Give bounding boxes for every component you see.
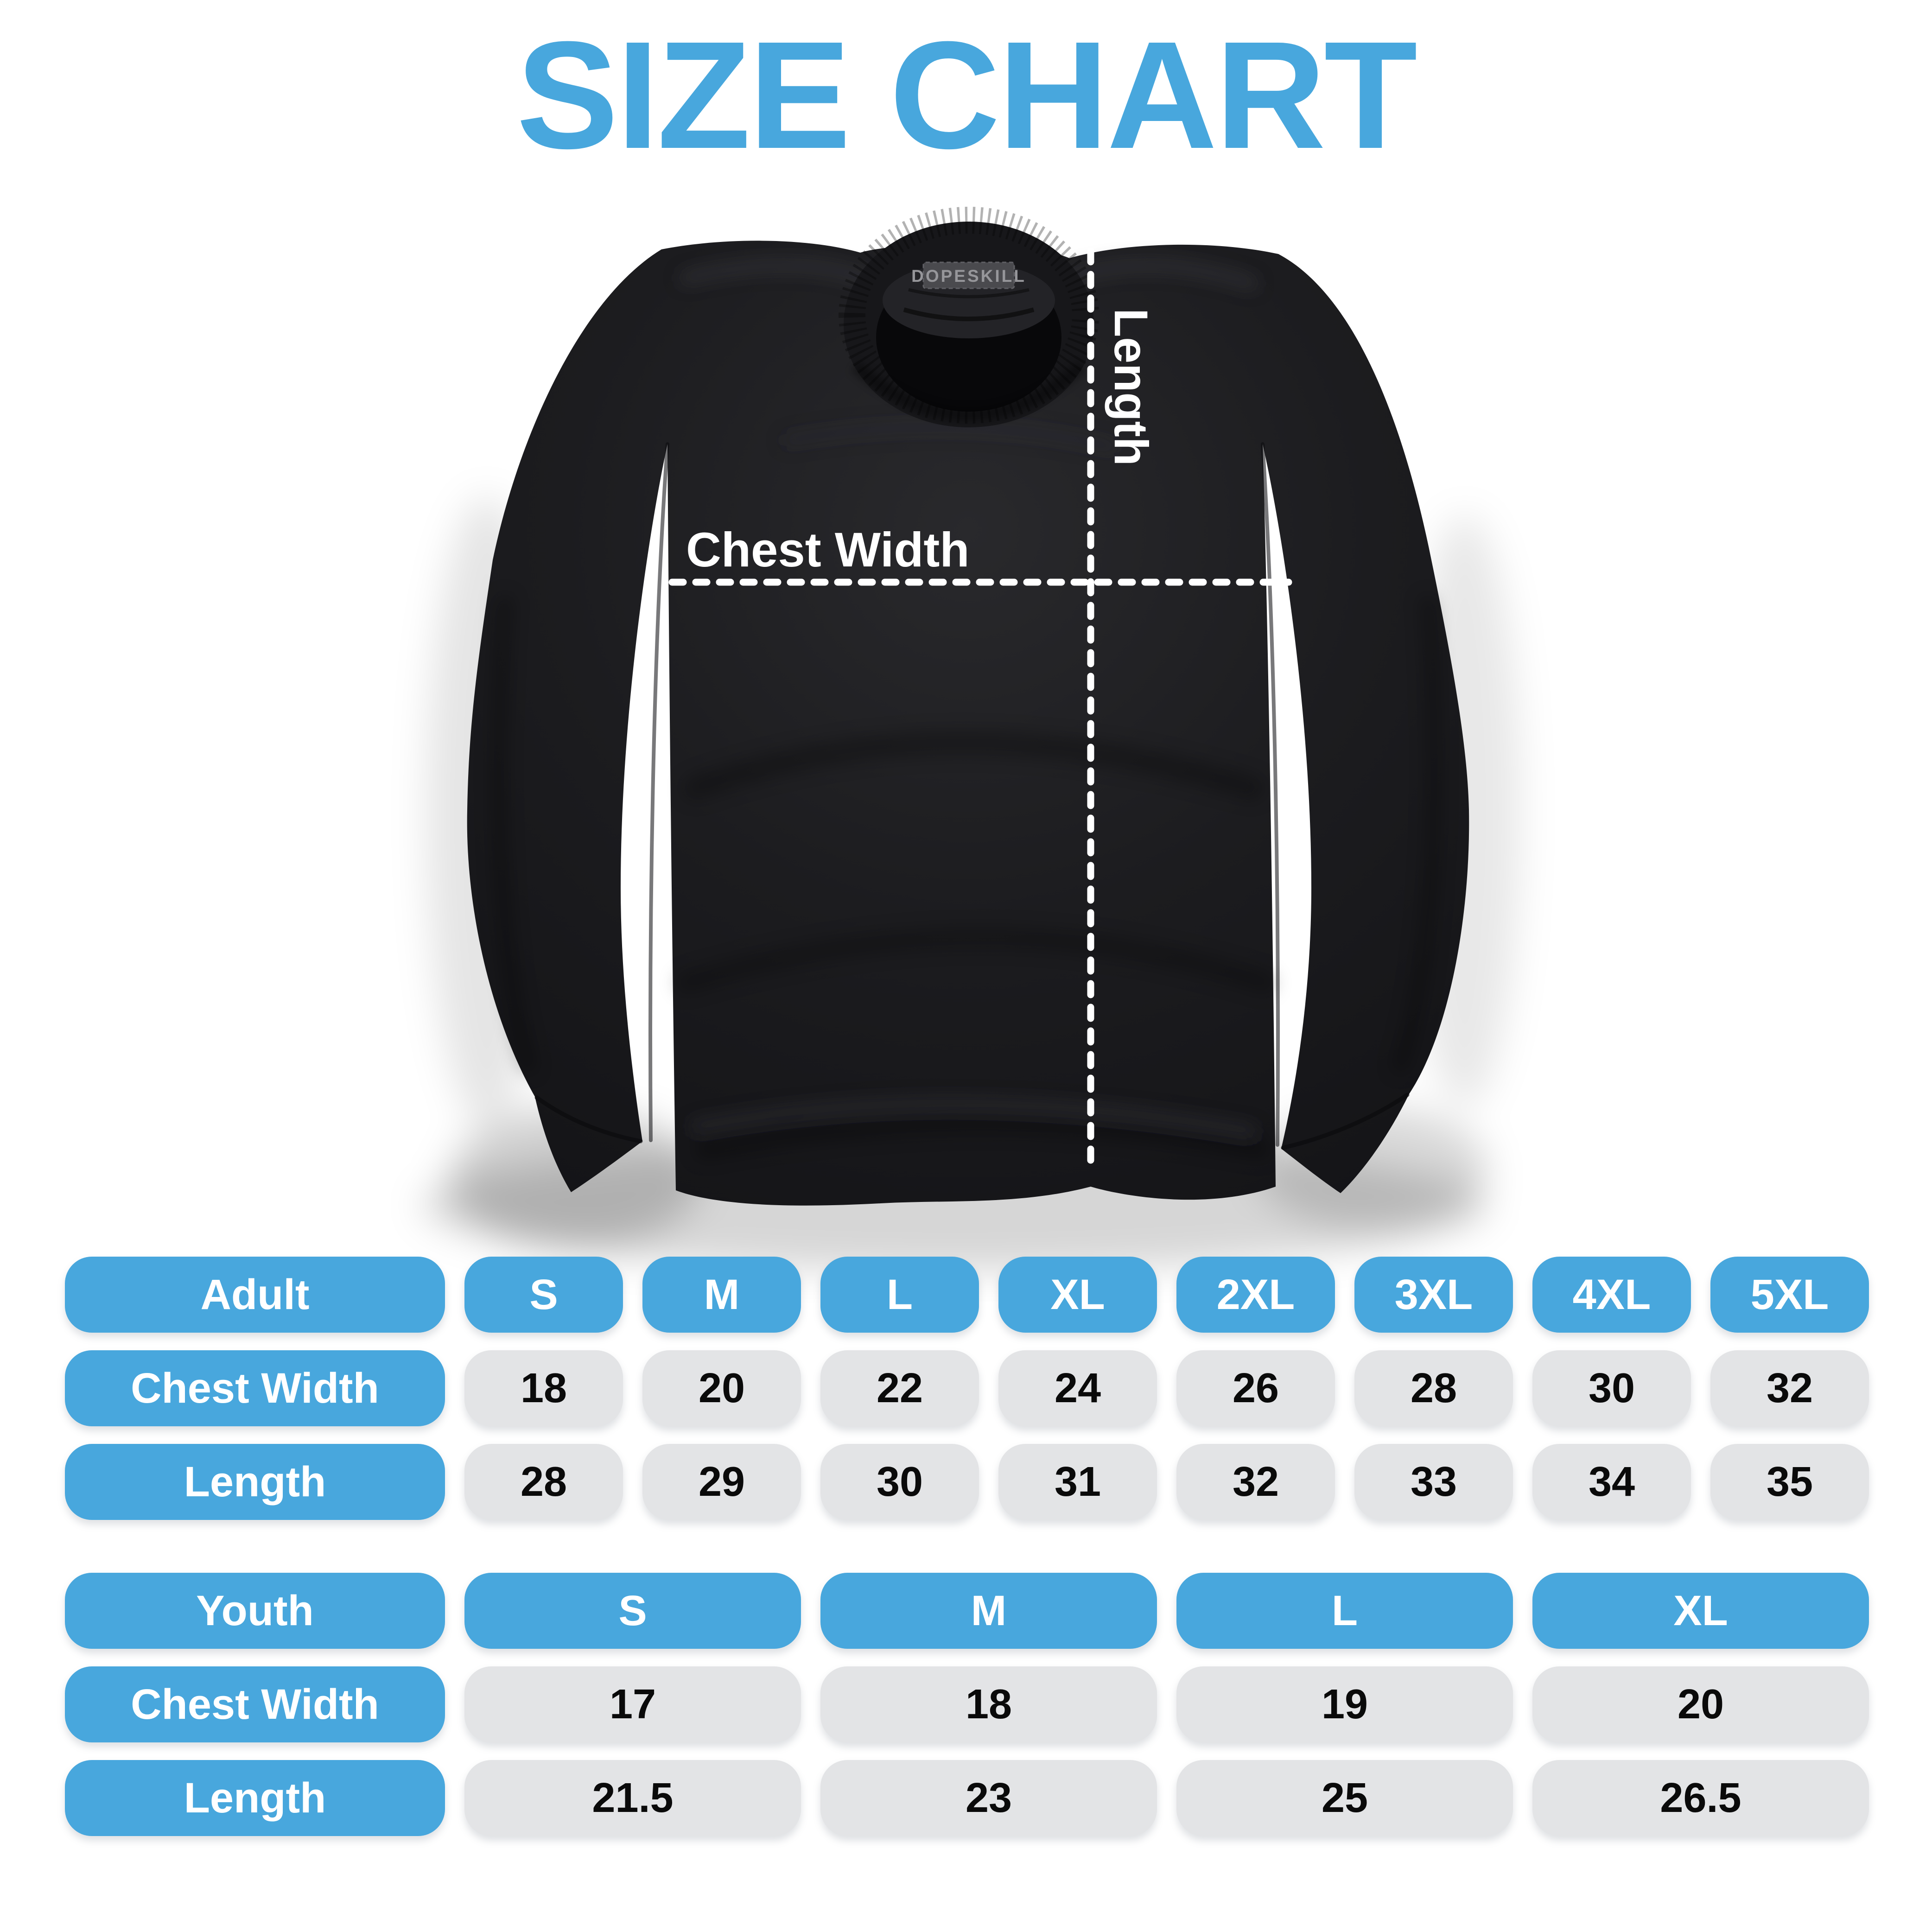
length-guide-label: Length — [1105, 308, 1157, 466]
adult-size-pill-2xl: 2XL — [1176, 1257, 1335, 1333]
adult-chest-width-value: 18 — [464, 1350, 623, 1426]
adult-length-value: 30 — [820, 1444, 979, 1520]
measurement-guides — [668, 223, 1292, 1176]
youth-chest-width-value: 18 — [820, 1666, 1157, 1742]
adult-length-value: 31 — [998, 1444, 1157, 1520]
youth-size-table: Youth S M L XL Chest Width 17 18 19 20 L… — [65, 1573, 1869, 1836]
adult-chest-width-value: 28 — [1354, 1350, 1513, 1426]
youth-length-value: 23 — [820, 1760, 1157, 1836]
fabric-folds — [492, 259, 1441, 1159]
youth-length-value: 21.5 — [464, 1760, 801, 1836]
adult-length-label: Length — [65, 1444, 445, 1520]
adult-size-pill-5xl: 5XL — [1710, 1257, 1869, 1333]
brand-tag-label: DOPESKILL — [911, 267, 1026, 286]
adult-length-value: 35 — [1710, 1444, 1869, 1520]
youth-length-label: Length — [65, 1760, 445, 1836]
adult-category-pill: Adult — [65, 1257, 445, 1333]
youth-chest-width-label: Chest Width — [65, 1666, 445, 1742]
youth-chest-width-value: 19 — [1176, 1666, 1513, 1742]
youth-size-pill-l: L — [1176, 1573, 1513, 1649]
adult-size-pill-4xl: 4XL — [1532, 1257, 1691, 1333]
adult-length-value: 33 — [1354, 1444, 1513, 1520]
youth-length-value: 26.5 — [1532, 1760, 1869, 1836]
adult-chest-width-value: 20 — [642, 1350, 801, 1426]
adult-chest-width-value: 22 — [820, 1350, 979, 1426]
adult-size-pill-3xl: 3XL — [1354, 1257, 1513, 1333]
adult-chest-width-value: 32 — [1710, 1350, 1869, 1426]
adult-size-table: Adult S M L XL 2XL 3XL 4XL 5XL Chest Wid… — [65, 1257, 1869, 1520]
chest-width-guide-label: Chest Width — [686, 523, 970, 577]
adult-chest-width-label: Chest Width — [65, 1350, 445, 1426]
page-title: SIZE CHART — [516, 9, 1417, 180]
youth-size-pill-m: M — [820, 1573, 1157, 1649]
adult-size-pill-xl: XL — [998, 1257, 1157, 1333]
shirt-diagram: DOPESKILL Chest Width Length — [422, 207, 1520, 1270]
youth-length-value: 25 — [1176, 1760, 1513, 1836]
youth-size-pill-xl: XL — [1532, 1573, 1869, 1649]
adult-chest-width-value: 26 — [1176, 1350, 1335, 1426]
adult-length-value: 29 — [642, 1444, 801, 1520]
adult-length-value: 32 — [1176, 1444, 1335, 1520]
youth-size-pill-s: S — [464, 1573, 801, 1649]
adult-size-pill-s: S — [464, 1257, 623, 1333]
brand-tag: DOPESKILL — [911, 261, 1026, 289]
youth-category-pill: Youth — [65, 1573, 445, 1649]
adult-chest-width-value: 24 — [998, 1350, 1157, 1426]
youth-chest-width-value: 17 — [464, 1666, 801, 1742]
seam-lines — [534, 442, 1410, 1150]
adult-length-value: 34 — [1532, 1444, 1691, 1520]
youth-chest-width-value: 20 — [1532, 1666, 1869, 1742]
adult-length-value: 28 — [464, 1444, 623, 1520]
adult-size-pill-l: L — [820, 1257, 979, 1333]
adult-size-pill-m: M — [642, 1257, 801, 1333]
adult-chest-width-value: 30 — [1532, 1350, 1691, 1426]
collar: DOPESKILL — [839, 207, 1099, 427]
